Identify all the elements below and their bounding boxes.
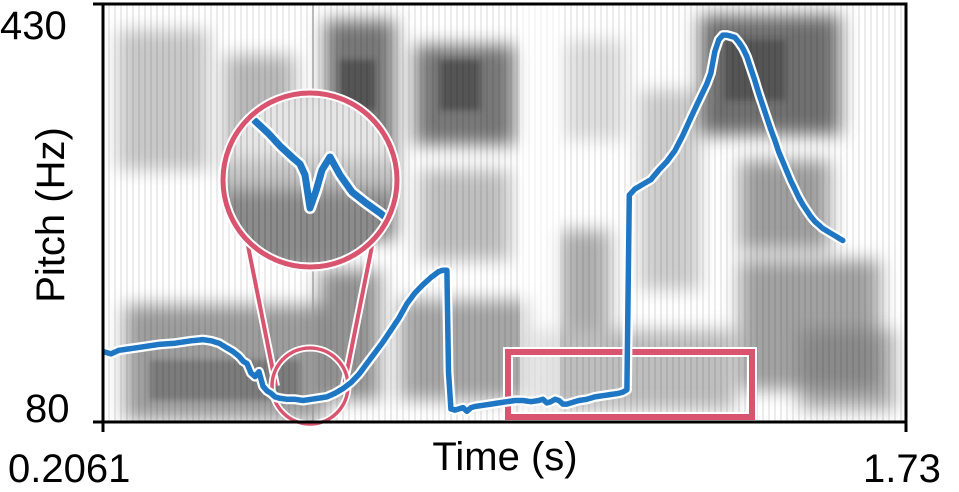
series-layer xyxy=(103,30,848,417)
pitch-line-series-0 xyxy=(103,32,846,415)
x-tick-label-start: 0.2061 xyxy=(8,447,130,491)
plot-frame xyxy=(101,2,908,424)
y-tick-label-bottom: 80 xyxy=(25,387,70,431)
y-axis-label: Pitch (Hz) xyxy=(29,127,73,303)
y-tick-label-top: 430 xyxy=(0,4,67,48)
x-axis-label: Time (s) xyxy=(432,435,577,479)
x-tick-label-end: 1.73 xyxy=(863,447,941,491)
magnified-inset xyxy=(223,93,397,267)
